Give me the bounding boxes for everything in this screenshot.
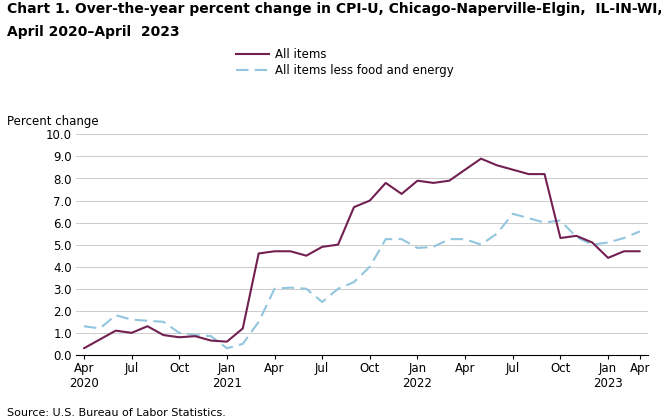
All items less food and energy [382,236,390,241]
All items less food and energy [159,319,167,324]
All items less food and energy [350,280,358,285]
All items less food and energy [446,236,453,241]
All items less food and energy [96,326,104,331]
Text: Source: U.S. Bureau of Labor Statistics.: Source: U.S. Bureau of Labor Statistics. [7,408,225,418]
All items [159,333,167,338]
All items less food and energy [493,231,501,236]
All items less food and energy [461,236,469,241]
All items [143,324,151,329]
All items less food and energy [636,229,644,234]
All items less food and energy [604,240,612,245]
All items less food and energy [223,346,231,351]
All items [382,180,390,185]
Text: April 2020–April  2023: April 2020–April 2023 [7,25,179,39]
Line: All items: All items [84,159,640,348]
All items less food and energy [525,216,533,221]
All items less food and energy [366,264,374,269]
All items [286,249,294,254]
All items [239,326,247,331]
Text: Percent change: Percent change [7,115,98,128]
All items less food and energy [80,324,88,329]
All items [96,337,104,342]
Legend: All items, All items less food and energy: All items, All items less food and energ… [236,48,454,77]
All items [430,180,438,185]
All items [80,346,88,351]
All items [207,338,215,343]
All items less food and energy [191,333,199,338]
All items less food and energy [557,218,564,223]
All items less food and energy [588,242,596,247]
All items [334,242,342,247]
All items less food and energy [270,286,278,291]
All items less food and energy [239,341,247,346]
All items [398,192,406,197]
All items [541,171,549,176]
All items less food and energy [398,236,406,241]
All items less food and energy [175,330,183,335]
All items [128,330,136,335]
All items [302,253,310,258]
All items less food and energy [302,286,310,291]
All items less food and energy [334,286,342,291]
All items [223,339,231,344]
All items [572,233,580,238]
All items [509,167,517,172]
All items less food and energy [572,234,580,239]
All items [604,255,612,260]
All items less food and energy [541,220,549,225]
Text: Chart 1. Over-the-year percent change in CPI-U, Chicago-Naperville-Elgin,  IL-IN: Chart 1. Over-the-year percent change in… [7,2,661,16]
Line: All items less food and energy: All items less food and energy [84,214,640,348]
All items less food and energy [286,285,294,290]
All items less food and energy [509,211,517,216]
All items [620,249,628,254]
All items [175,335,183,340]
All items [350,205,358,210]
All items [477,156,485,161]
All items [414,178,422,183]
All items [446,178,453,183]
All items less food and energy [318,299,326,304]
All items less food and energy [414,245,422,250]
All items [191,333,199,339]
All items less food and energy [128,317,136,322]
All items less food and energy [207,333,215,339]
All items [366,198,374,203]
All items [557,236,564,241]
All items [270,249,278,254]
All items less food and energy [254,319,262,324]
All items less food and energy [477,242,485,247]
All items less food and energy [620,236,628,241]
All items [588,240,596,245]
All items less food and energy [143,318,151,323]
All items less food and energy [112,312,120,318]
All items [112,328,120,333]
All items [318,244,326,249]
All items [254,251,262,256]
All items [636,249,644,254]
All items [493,163,501,168]
All items less food and energy [430,244,438,249]
All items [461,167,469,172]
All items [525,171,533,176]
